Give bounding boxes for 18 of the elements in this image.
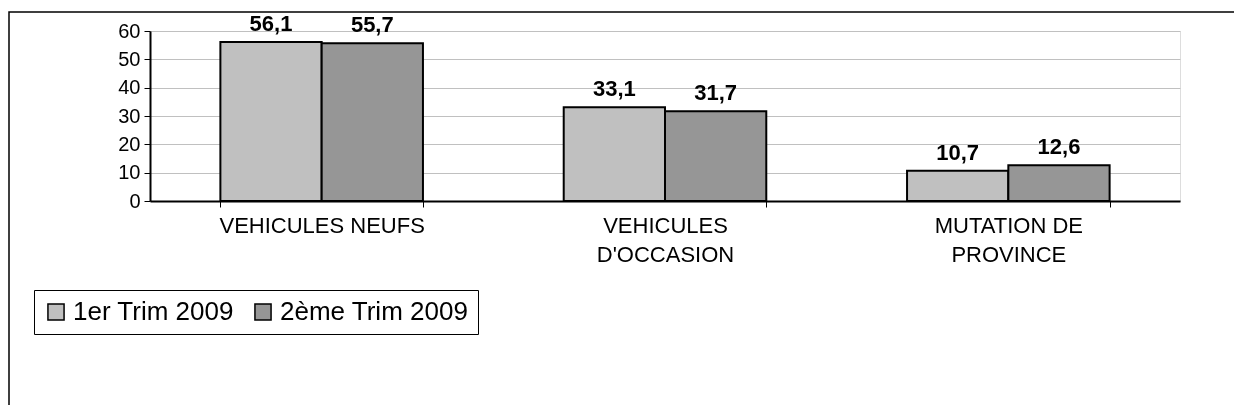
y-tick-label: 60 bbox=[118, 19, 141, 42]
y-tick-label: 30 bbox=[118, 104, 141, 127]
y-tick-label: 50 bbox=[118, 47, 141, 70]
legend-label: 1er Trim 2009 bbox=[73, 296, 234, 326]
data-label: 31,7 bbox=[694, 80, 738, 106]
data-label: 33,1 bbox=[592, 76, 636, 102]
legend-label: 2ème Trim 2009 bbox=[280, 296, 468, 326]
x-tick-label: VEHICULES D'OCCASION bbox=[596, 212, 735, 267]
data-label: 55,7 bbox=[350, 12, 394, 38]
y-tick-label: 10 bbox=[118, 161, 141, 184]
data-label: 10,7 bbox=[936, 139, 980, 165]
y-tick-label: 20 bbox=[118, 132, 141, 155]
x-tick-label: MUTATION DE PROVINCE bbox=[934, 212, 1083, 267]
data-label: 56,1 bbox=[249, 11, 293, 37]
y-tick-label: 40 bbox=[118, 76, 141, 99]
x-tick-label: VEHICULES NEUFS bbox=[219, 212, 425, 238]
data-label: 12,6 bbox=[1037, 134, 1081, 160]
y-tick-label: 0 bbox=[129, 189, 141, 212]
